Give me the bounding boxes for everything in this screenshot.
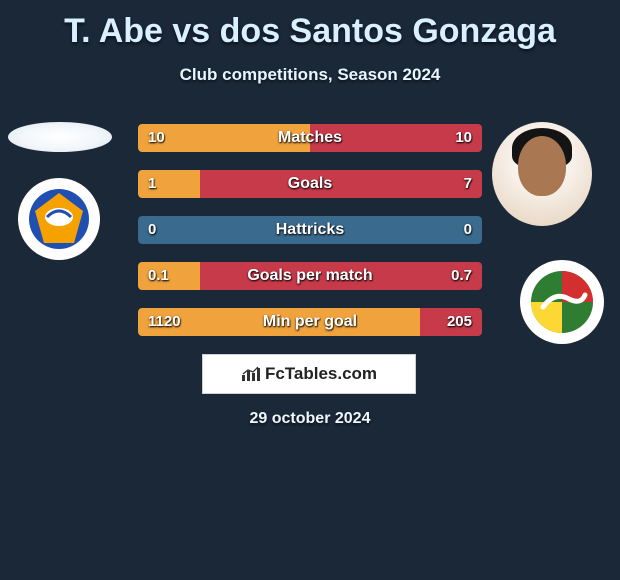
- subtitle: Club competitions, Season 2024: [0, 65, 620, 85]
- club-right-icon: [529, 269, 595, 335]
- stat-label: Matches: [138, 124, 482, 152]
- stats-container: 1010Matches 17Goals 00Hattricks 0.10.7Goals…: [138, 124, 482, 354]
- stat-label: Goals: [138, 170, 482, 198]
- club-right-badge: [520, 260, 604, 344]
- stat-label: Hattricks: [138, 216, 482, 244]
- stat-row: 0.10.7Goals per match: [138, 262, 482, 290]
- bars-icon: [241, 366, 261, 382]
- player-left-avatar: [8, 122, 112, 152]
- stat-row: 17Goals: [138, 170, 482, 198]
- player-right-avatar: [492, 122, 592, 226]
- stat-row: 1010Matches: [138, 124, 482, 152]
- page-title: T. Abe vs dos Santos Gonzaga: [0, 0, 620, 51]
- stat-label: Min per goal: [138, 308, 482, 336]
- stat-row: 00Hattricks: [138, 216, 482, 244]
- date-label: 29 october 2024: [0, 410, 620, 428]
- brand-label: FcTables.com: [265, 364, 377, 384]
- stat-label: Goals per match: [138, 262, 482, 290]
- brand-box: FcTables.com: [202, 354, 416, 394]
- stat-row: 1120205Min per goal: [138, 308, 482, 336]
- club-left-badge: [18, 178, 100, 260]
- club-left-icon: [27, 187, 91, 251]
